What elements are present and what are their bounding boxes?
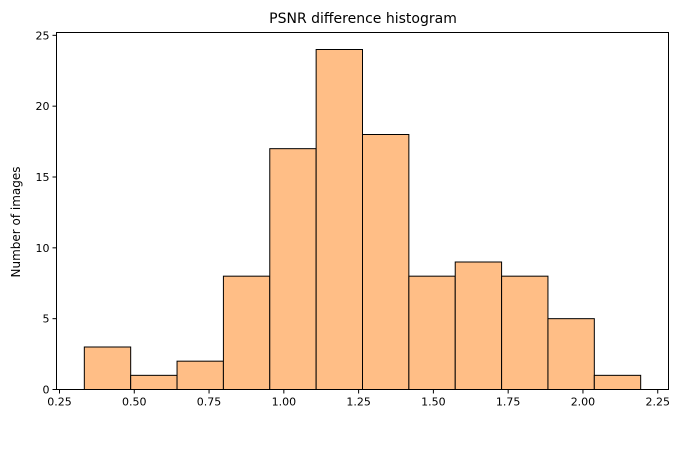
y-axis-label: Number of images xyxy=(9,166,23,277)
histogram-bar xyxy=(501,275,549,390)
x-axis: 0.25 0.50 0.75 1.00 1.25 1.50 1.75 2.00 2.25 xyxy=(47,389,670,409)
x-tick-label: 2.00 xyxy=(571,396,596,409)
histogram-bar xyxy=(269,148,317,390)
histogram-bar xyxy=(547,318,595,390)
y-tick-label: 25 xyxy=(36,29,50,42)
histogram-bar xyxy=(83,346,132,390)
plot-frame xyxy=(56,32,669,390)
histogram-bar xyxy=(176,360,224,390)
y-tick-label: 5 xyxy=(43,313,50,326)
x-tick-label: 0.50 xyxy=(122,396,147,409)
y-tick-label: 20 xyxy=(36,100,50,113)
x-tick-label: 1.25 xyxy=(346,396,371,409)
x-tick-label: 0.75 xyxy=(197,396,222,409)
histogram-bar xyxy=(362,134,410,390)
x-tick-label: 2.25 xyxy=(645,396,670,409)
histogram-bar xyxy=(593,374,642,391)
y-tick-label: 15 xyxy=(36,171,50,184)
histogram-bar xyxy=(130,374,178,391)
x-tick-label: 1.50 xyxy=(421,396,446,409)
y-tick-label: 0 xyxy=(43,384,50,397)
x-tick-label: 1.75 xyxy=(496,396,521,409)
y-axis: 0 5 10 15 20 25 xyxy=(36,29,57,397)
bars-group xyxy=(83,49,642,391)
histogram-bar xyxy=(222,275,271,390)
x-tick-label: 1.00 xyxy=(272,396,297,409)
y-tick-label: 10 xyxy=(36,242,50,255)
histogram-bar xyxy=(454,261,503,390)
histogram-bar xyxy=(408,275,456,390)
chart-title: PSNR difference histogram xyxy=(269,11,457,27)
histogram-bar xyxy=(315,49,363,390)
x-tick-label: 0.25 xyxy=(47,396,72,409)
